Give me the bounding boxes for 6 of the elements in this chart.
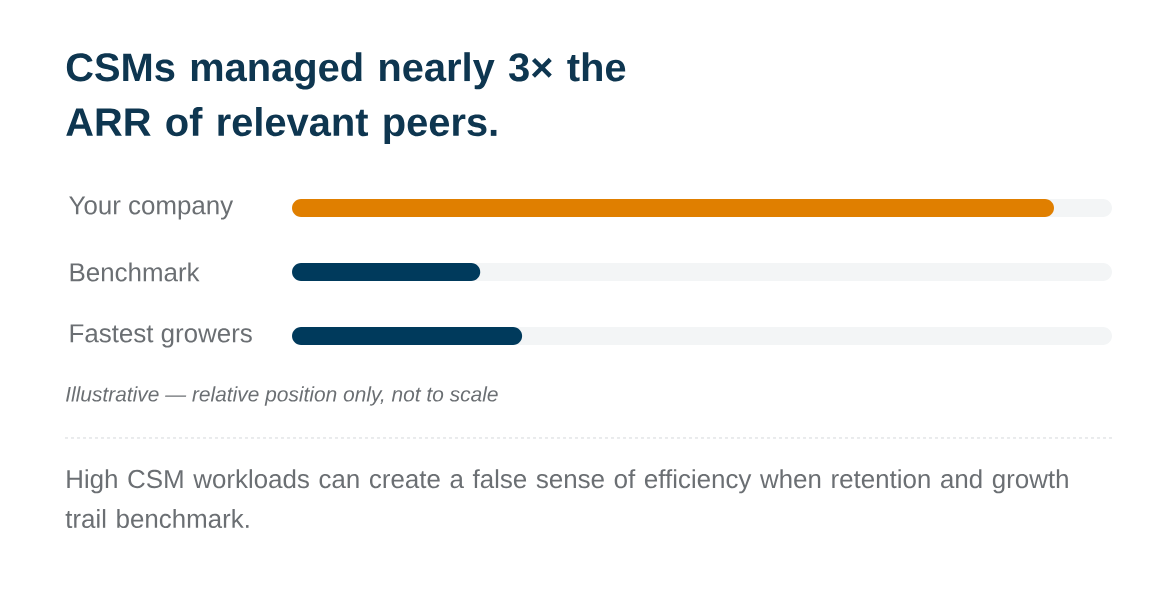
y-tick-label: Fastest growers [70,324,252,348]
text: High CSM workloads can create a false sense of efficiency when retention and growth trail benchmark. [65,469,1068,529]
chart-title: CSMs managed nearly 3× the ARR of relevant peers. [66,52,626,145]
text: Illustrative — relative position only, not to scale [66,386,498,406]
y-tick-label: Your company [69,196,234,220]
y-tick-label: Benchmark [70,262,200,282]
